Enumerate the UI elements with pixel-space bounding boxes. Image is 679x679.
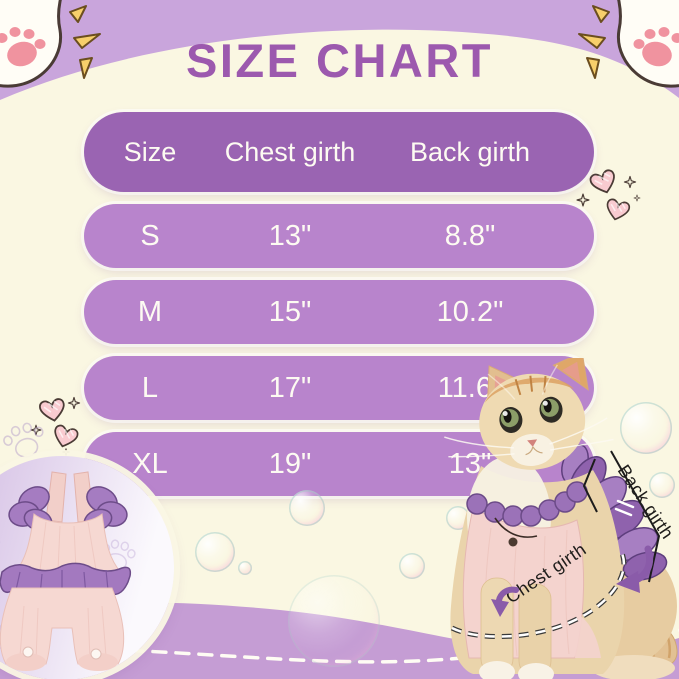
sparkle-icon — [69, 5, 101, 79]
cat-photo — [444, 358, 678, 679]
cell-size: M — [137, 295, 163, 328]
column-header-size: Size — [123, 136, 177, 167]
paw-print-icon — [3, 422, 44, 458]
cell-size: XL — [132, 447, 168, 480]
table-header-row: Size Chest girth Back girth — [84, 112, 594, 192]
sparkle-icon — [578, 5, 610, 79]
sparkle-icon — [30, 396, 81, 456]
snap-button — [22, 646, 34, 658]
table-row-s: S 13" 8.8" — [84, 204, 594, 268]
cell-chest: 13" — [268, 219, 312, 252]
bell — [508, 537, 518, 547]
cat-paw-icon — [578, 0, 679, 88]
bubble-icon — [620, 402, 672, 454]
recovery-suit-illustration — [0, 471, 136, 671]
bubble-icon — [399, 553, 425, 579]
cat-eye — [499, 396, 563, 433]
cell-chest: 17" — [268, 371, 312, 404]
page-title: SIZE CHART — [186, 34, 493, 87]
top-wave-decoration — [0, 0, 679, 100]
whiskers — [444, 364, 614, 458]
cell-chest: 15" — [268, 295, 312, 328]
hearts-icon — [30, 396, 81, 456]
snap-button — [90, 648, 102, 660]
bubble-icon — [288, 575, 380, 667]
cell-chest: 19" — [268, 447, 312, 480]
cell-size: S — [140, 219, 160, 252]
cell-size: L — [141, 371, 159, 404]
sparkle-icon — [576, 175, 641, 207]
garment-inset-photo — [0, 456, 174, 679]
bubble-icon — [195, 532, 235, 572]
column-header-back: Back girth — [409, 136, 531, 167]
bubble-icon — [289, 490, 325, 526]
cat-paw-icon — [0, 0, 101, 88]
cell-back: 8.8" — [444, 219, 496, 252]
column-header-chest: Chest girth — [224, 136, 356, 167]
bubble-icon — [238, 561, 252, 575]
collar-ruffle — [466, 481, 588, 527]
hearts-icon — [576, 169, 641, 221]
table-row-m: M 15" 10.2" — [84, 280, 594, 344]
cell-back: 10.2" — [436, 295, 504, 328]
